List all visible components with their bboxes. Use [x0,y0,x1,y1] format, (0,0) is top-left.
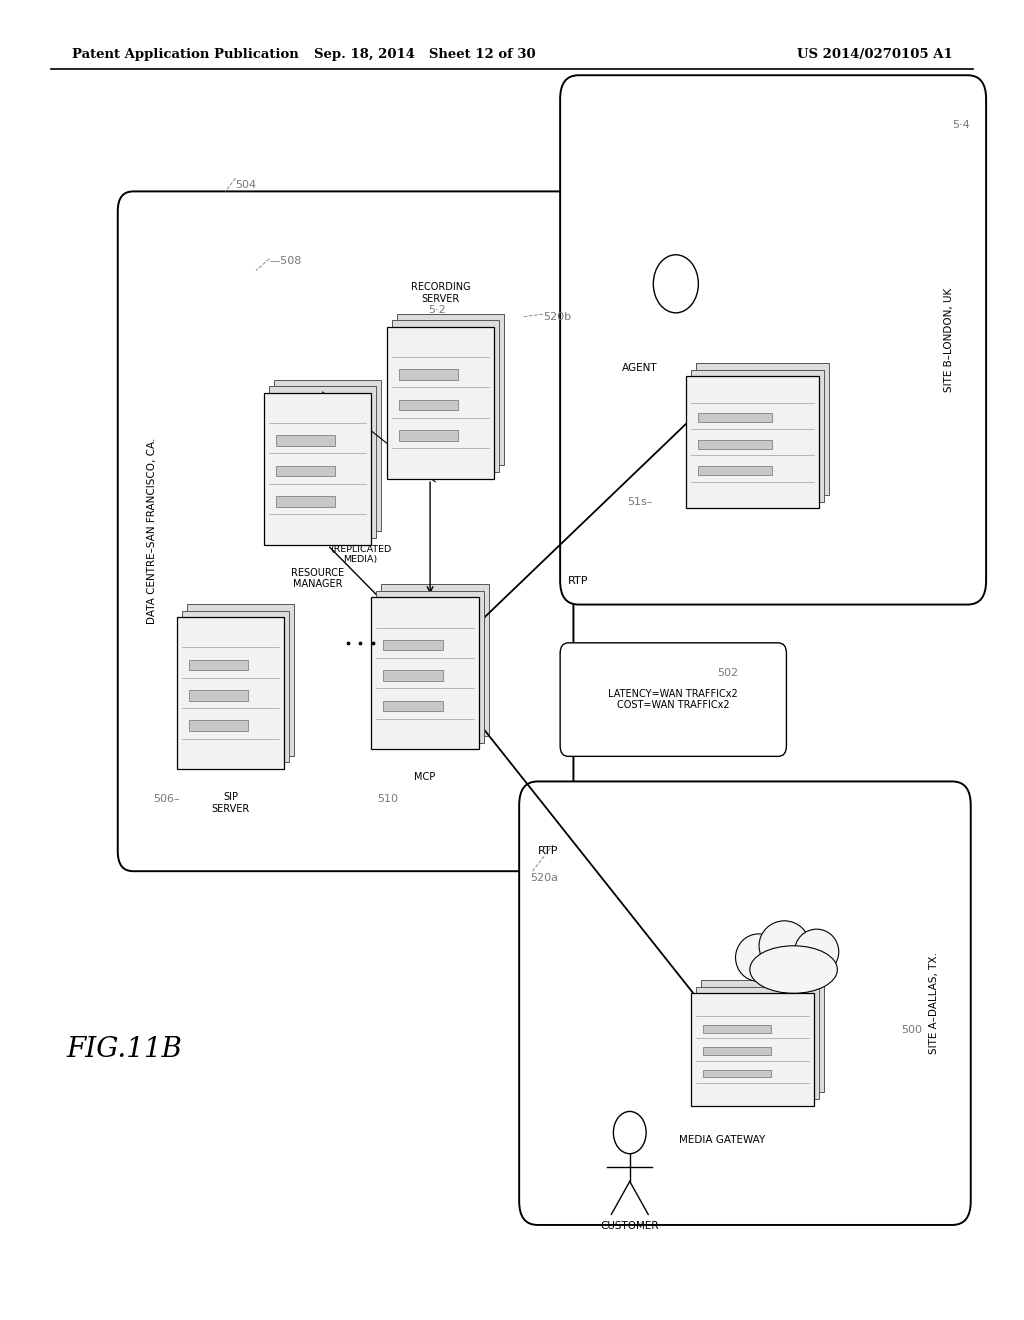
Text: MEDIA GATEWAY: MEDIA GATEWAY [679,1135,765,1146]
Text: DATA CENTRE–SAN FRANCISCO, CA.: DATA CENTRE–SAN FRANCISCO, CA. [146,438,157,624]
Bar [383,671,442,681]
Text: US 2014/0270105 A1: US 2014/0270105 A1 [797,48,952,61]
Text: 500: 500 [901,1024,923,1035]
Text: Patent Application Publication: Patent Application Publication [72,48,298,61]
Text: RTP: RTP [568,576,589,586]
Bar [703,1024,771,1032]
Bar [399,430,458,441]
Bar [391,321,500,473]
Bar [698,466,772,475]
Text: FIG.11B: FIG.11B [67,1036,182,1063]
Bar [189,660,248,671]
Text: 51s–: 51s– [627,496,652,507]
Bar [703,1047,771,1055]
Bar [691,370,824,502]
Bar [383,640,442,651]
FancyBboxPatch shape [118,191,573,871]
Bar [696,987,819,1098]
Text: 5·2: 5·2 [428,305,445,315]
Text: RESOURCE
MANAGER: RESOURCE MANAGER [291,568,344,589]
Text: MCP: MCP [415,772,435,783]
Bar [701,979,824,1093]
Text: AGENT: AGENT [623,363,657,374]
Bar [399,370,458,380]
Bar [698,413,772,422]
Text: 502: 502 [717,668,738,678]
Text: Sep. 18, 2014   Sheet 12 of 30: Sep. 18, 2014 Sheet 12 of 30 [314,48,536,61]
Bar [383,701,442,711]
Bar [698,440,772,449]
Text: CUSTOMER: CUSTOMER [600,1221,659,1232]
Text: –508: –508 [276,457,303,467]
Text: ––508: ––508 [269,256,302,267]
Bar [276,496,335,507]
Bar [177,618,285,768]
Bar [182,611,290,763]
Bar [268,385,377,539]
Bar [371,597,478,750]
Bar [399,400,458,411]
Text: 5·4: 5·4 [952,120,970,131]
Ellipse shape [795,929,839,974]
FancyBboxPatch shape [560,75,986,605]
Ellipse shape [735,935,781,982]
Bar [703,1069,771,1077]
Text: SIP
SERVER: SIP SERVER [211,792,250,813]
Bar [691,993,814,1106]
Bar [377,591,483,742]
Text: 506–: 506– [154,793,180,804]
Bar [397,314,504,466]
Text: 520b: 520b [543,312,570,322]
Bar [276,436,335,446]
Bar [696,363,829,495]
Text: SITE B–LONDON, UK: SITE B–LONDON, UK [944,288,954,392]
Text: 510: 510 [377,793,398,804]
Bar [264,393,371,544]
Text: SITE A–DALLAS, TX.: SITE A–DALLAS, TX. [929,952,939,1055]
Bar [189,690,248,701]
Bar [274,380,381,531]
Text: RTP
(REPLICATED
MEDIA): RTP (REPLICATED MEDIA) [330,535,391,565]
Text: RTP: RTP [538,846,558,857]
Bar [276,466,335,477]
Text: RECORDING
SERVER: RECORDING SERVER [411,282,470,304]
Bar [381,583,489,737]
Ellipse shape [759,921,810,970]
FancyBboxPatch shape [560,643,786,756]
Text: 504: 504 [236,180,257,190]
Bar [686,376,819,508]
Bar [187,605,295,755]
Bar [189,721,248,731]
FancyBboxPatch shape [519,781,971,1225]
Text: LATENCY=WAN TRAFFICx2
COST=WAN TRAFFICx2: LATENCY=WAN TRAFFICx2 COST=WAN TRAFFICx2 [608,689,738,710]
Bar [387,327,494,479]
Ellipse shape [750,945,838,993]
Text: 520a: 520a [530,873,558,883]
